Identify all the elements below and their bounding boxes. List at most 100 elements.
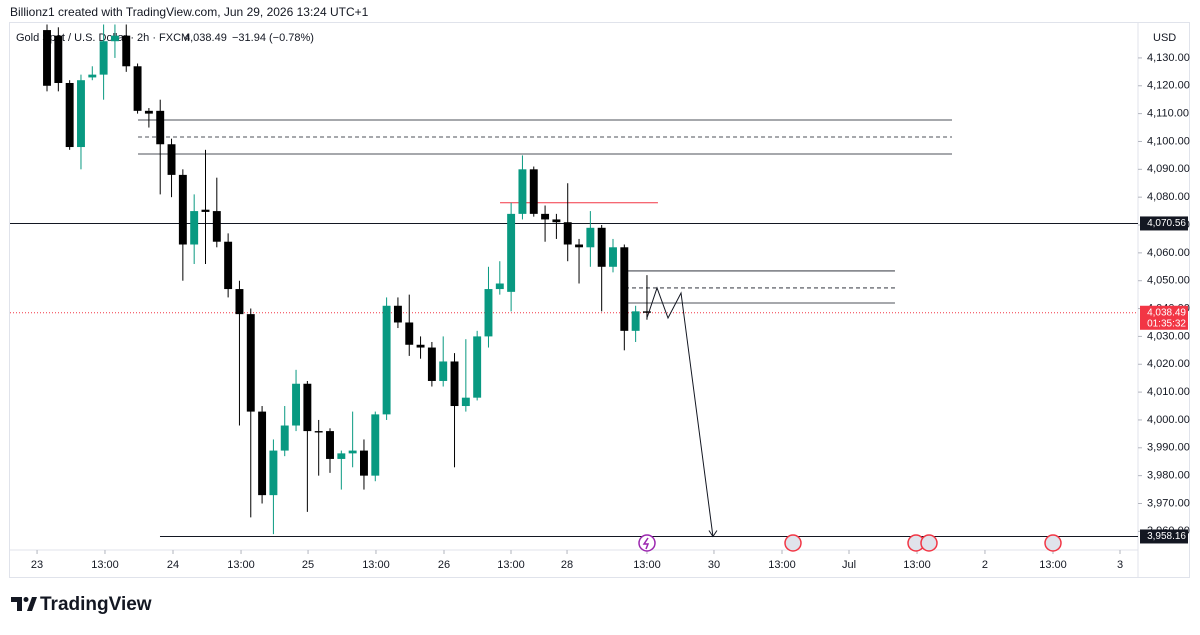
candle-body bbox=[642, 311, 651, 313]
candle-body bbox=[552, 219, 561, 223]
y-tick-label: 4,020.00 bbox=[1147, 358, 1190, 370]
candle-body bbox=[144, 110, 153, 114]
candle-body bbox=[631, 311, 640, 331]
x-tick-label: 2 bbox=[982, 559, 988, 571]
candle-body bbox=[235, 289, 244, 315]
candle-body bbox=[405, 322, 414, 345]
x-tick-label: 25 bbox=[302, 559, 314, 571]
y-tick-label: 4,110.00 bbox=[1147, 108, 1189, 120]
candle-body bbox=[450, 361, 459, 407]
x-tick-label: 30 bbox=[708, 559, 720, 571]
x-tick-label: Jul bbox=[842, 559, 856, 571]
candle-body bbox=[416, 344, 425, 348]
candle-body bbox=[201, 209, 210, 212]
candle-body bbox=[88, 74, 97, 78]
candle-body bbox=[43, 30, 51, 86]
candle-body bbox=[541, 213, 550, 220]
candle-body bbox=[507, 213, 516, 292]
candle-body bbox=[529, 169, 538, 214]
candle-body bbox=[348, 450, 357, 454]
countdown: 01:35:32 bbox=[1147, 318, 1186, 329]
candle-body bbox=[518, 169, 527, 214]
event-icons bbox=[638, 534, 1062, 552]
candle-body bbox=[110, 35, 119, 42]
price-badge bbox=[1140, 216, 1188, 231]
y-tick-label: 4,130.00 bbox=[1147, 52, 1190, 64]
candle-body bbox=[360, 450, 368, 476]
event-icon bbox=[638, 534, 656, 552]
candle-body bbox=[303, 383, 312, 432]
candle-body bbox=[337, 453, 346, 459]
candle-body bbox=[427, 347, 436, 381]
candle-body bbox=[224, 241, 233, 290]
plot: Gold Spot / U.S. Dollar · 2h · FXCM4,038… bbox=[10, 24, 1190, 571]
candle-body bbox=[156, 110, 165, 145]
candle-body bbox=[212, 211, 221, 242]
candle-body bbox=[246, 314, 255, 412]
candle-body bbox=[473, 336, 482, 398]
candle-body bbox=[609, 247, 617, 267]
event-icon bbox=[784, 534, 802, 552]
x-tick-label: 13:00 bbox=[633, 559, 661, 571]
y-tick-label: 3,970.00 bbox=[1147, 497, 1190, 509]
candle-body bbox=[495, 283, 504, 290]
candle-body bbox=[575, 244, 583, 248]
candle-body bbox=[620, 247, 629, 331]
candle-body bbox=[190, 211, 199, 245]
candle-body bbox=[54, 35, 63, 83]
y-tick-label: 3,990.00 bbox=[1147, 442, 1190, 454]
candle-body bbox=[393, 305, 402, 323]
candle-body bbox=[439, 361, 448, 381]
event-icon bbox=[642, 537, 650, 550]
candle-body bbox=[77, 80, 85, 148]
candle-body bbox=[586, 227, 595, 248]
x-tick-label: 28 bbox=[561, 559, 573, 571]
y-tick-label: 4,060.00 bbox=[1147, 247, 1190, 259]
candle-body bbox=[280, 425, 289, 451]
chart-frame bbox=[9, 22, 1190, 578]
price-badge-label: 4,070.56 bbox=[1147, 218, 1186, 229]
last-price-label: 4,038.49 bbox=[1147, 307, 1186, 318]
candle-body bbox=[314, 431, 323, 433]
event-icon bbox=[920, 534, 938, 552]
x-tick-label: 13:00 bbox=[1039, 559, 1067, 571]
event-icon bbox=[1044, 534, 1062, 552]
attribution: Billionz1 created with TradingView.com, … bbox=[10, 5, 369, 19]
candle-body bbox=[258, 411, 267, 496]
candle-body bbox=[484, 289, 493, 337]
last-price-badge bbox=[1140, 305, 1188, 330]
projection-arrow bbox=[708, 530, 718, 538]
candle-body bbox=[563, 222, 572, 245]
candle-body bbox=[133, 66, 142, 111]
candle-body bbox=[122, 35, 131, 67]
candle-body bbox=[269, 450, 278, 496]
brand-logo bbox=[11, 597, 37, 611]
y-tick-label: 4,090.00 bbox=[1147, 163, 1190, 175]
legend-price: 4,038.49 bbox=[184, 32, 227, 44]
candle-body bbox=[65, 82, 74, 148]
x-tick-label: 26 bbox=[438, 559, 450, 571]
candle-body bbox=[597, 227, 606, 267]
candle-body bbox=[371, 414, 380, 476]
y-tick-label: 4,100.00 bbox=[1147, 135, 1190, 147]
price-badge bbox=[1140, 529, 1188, 544]
logo-mark bbox=[23, 597, 29, 602]
y-tick-label: 3,980.00 bbox=[1147, 470, 1190, 482]
legend-change: −31.94 (−0.78%) bbox=[232, 32, 314, 44]
x-tick-label: 23 bbox=[31, 559, 43, 571]
x-tick-label: 13:00 bbox=[768, 559, 796, 571]
price-badge-label: 3,958.16 bbox=[1147, 531, 1186, 542]
y-tick-label: 4,080.00 bbox=[1147, 191, 1190, 203]
x-tick-label: 24 bbox=[167, 559, 179, 571]
x-tick-label: 3 bbox=[1117, 559, 1123, 571]
currency: USD bbox=[1153, 32, 1176, 44]
candle-body bbox=[178, 174, 187, 245]
y-tick-label: 4,000.00 bbox=[1147, 414, 1190, 426]
x-tick-label: 13:00 bbox=[903, 559, 931, 571]
candle-body bbox=[167, 144, 176, 175]
y-tick-label: 4,010.00 bbox=[1147, 386, 1190, 398]
x-tick-label: 13:00 bbox=[497, 559, 525, 571]
candle-body bbox=[292, 383, 301, 426]
